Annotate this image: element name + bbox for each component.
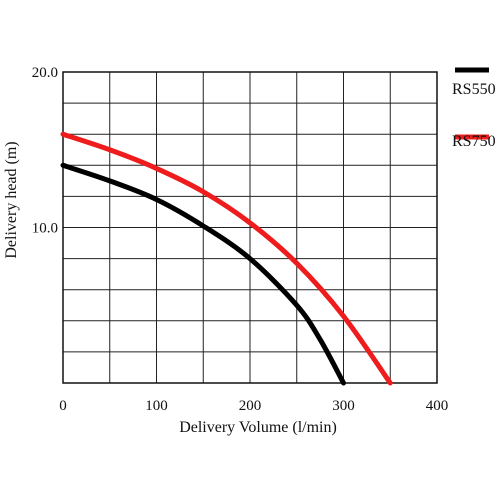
legend: RS550 RS750 [452,67,496,150]
series-lines [60,131,393,386]
y-tick-label: 20.0 [32,65,58,81]
y-axis: 10.0 20.0 [32,65,58,237]
x-axis-label: Delivery Volume (l/min) [179,419,337,436]
x-axis: 0 100 200 300 400 [59,398,448,414]
grid [62,71,438,384]
x-tick-label: 0 [59,398,67,414]
series-line-rs750 [60,131,393,386]
x-tick-label: 200 [239,398,262,414]
legend-label-rs550: RS550 [452,81,496,98]
series-line-rs550 [60,162,346,386]
plot-frame [62,71,438,384]
x-tick-label: 400 [426,398,449,414]
legend-label-rs750: RS750 [452,133,496,150]
x-tick-label: 300 [332,398,355,414]
x-tick-label: 100 [145,398,168,414]
y-axis-label: Delivery head (m) [3,141,20,258]
y-tick-label: 10.0 [32,221,58,237]
